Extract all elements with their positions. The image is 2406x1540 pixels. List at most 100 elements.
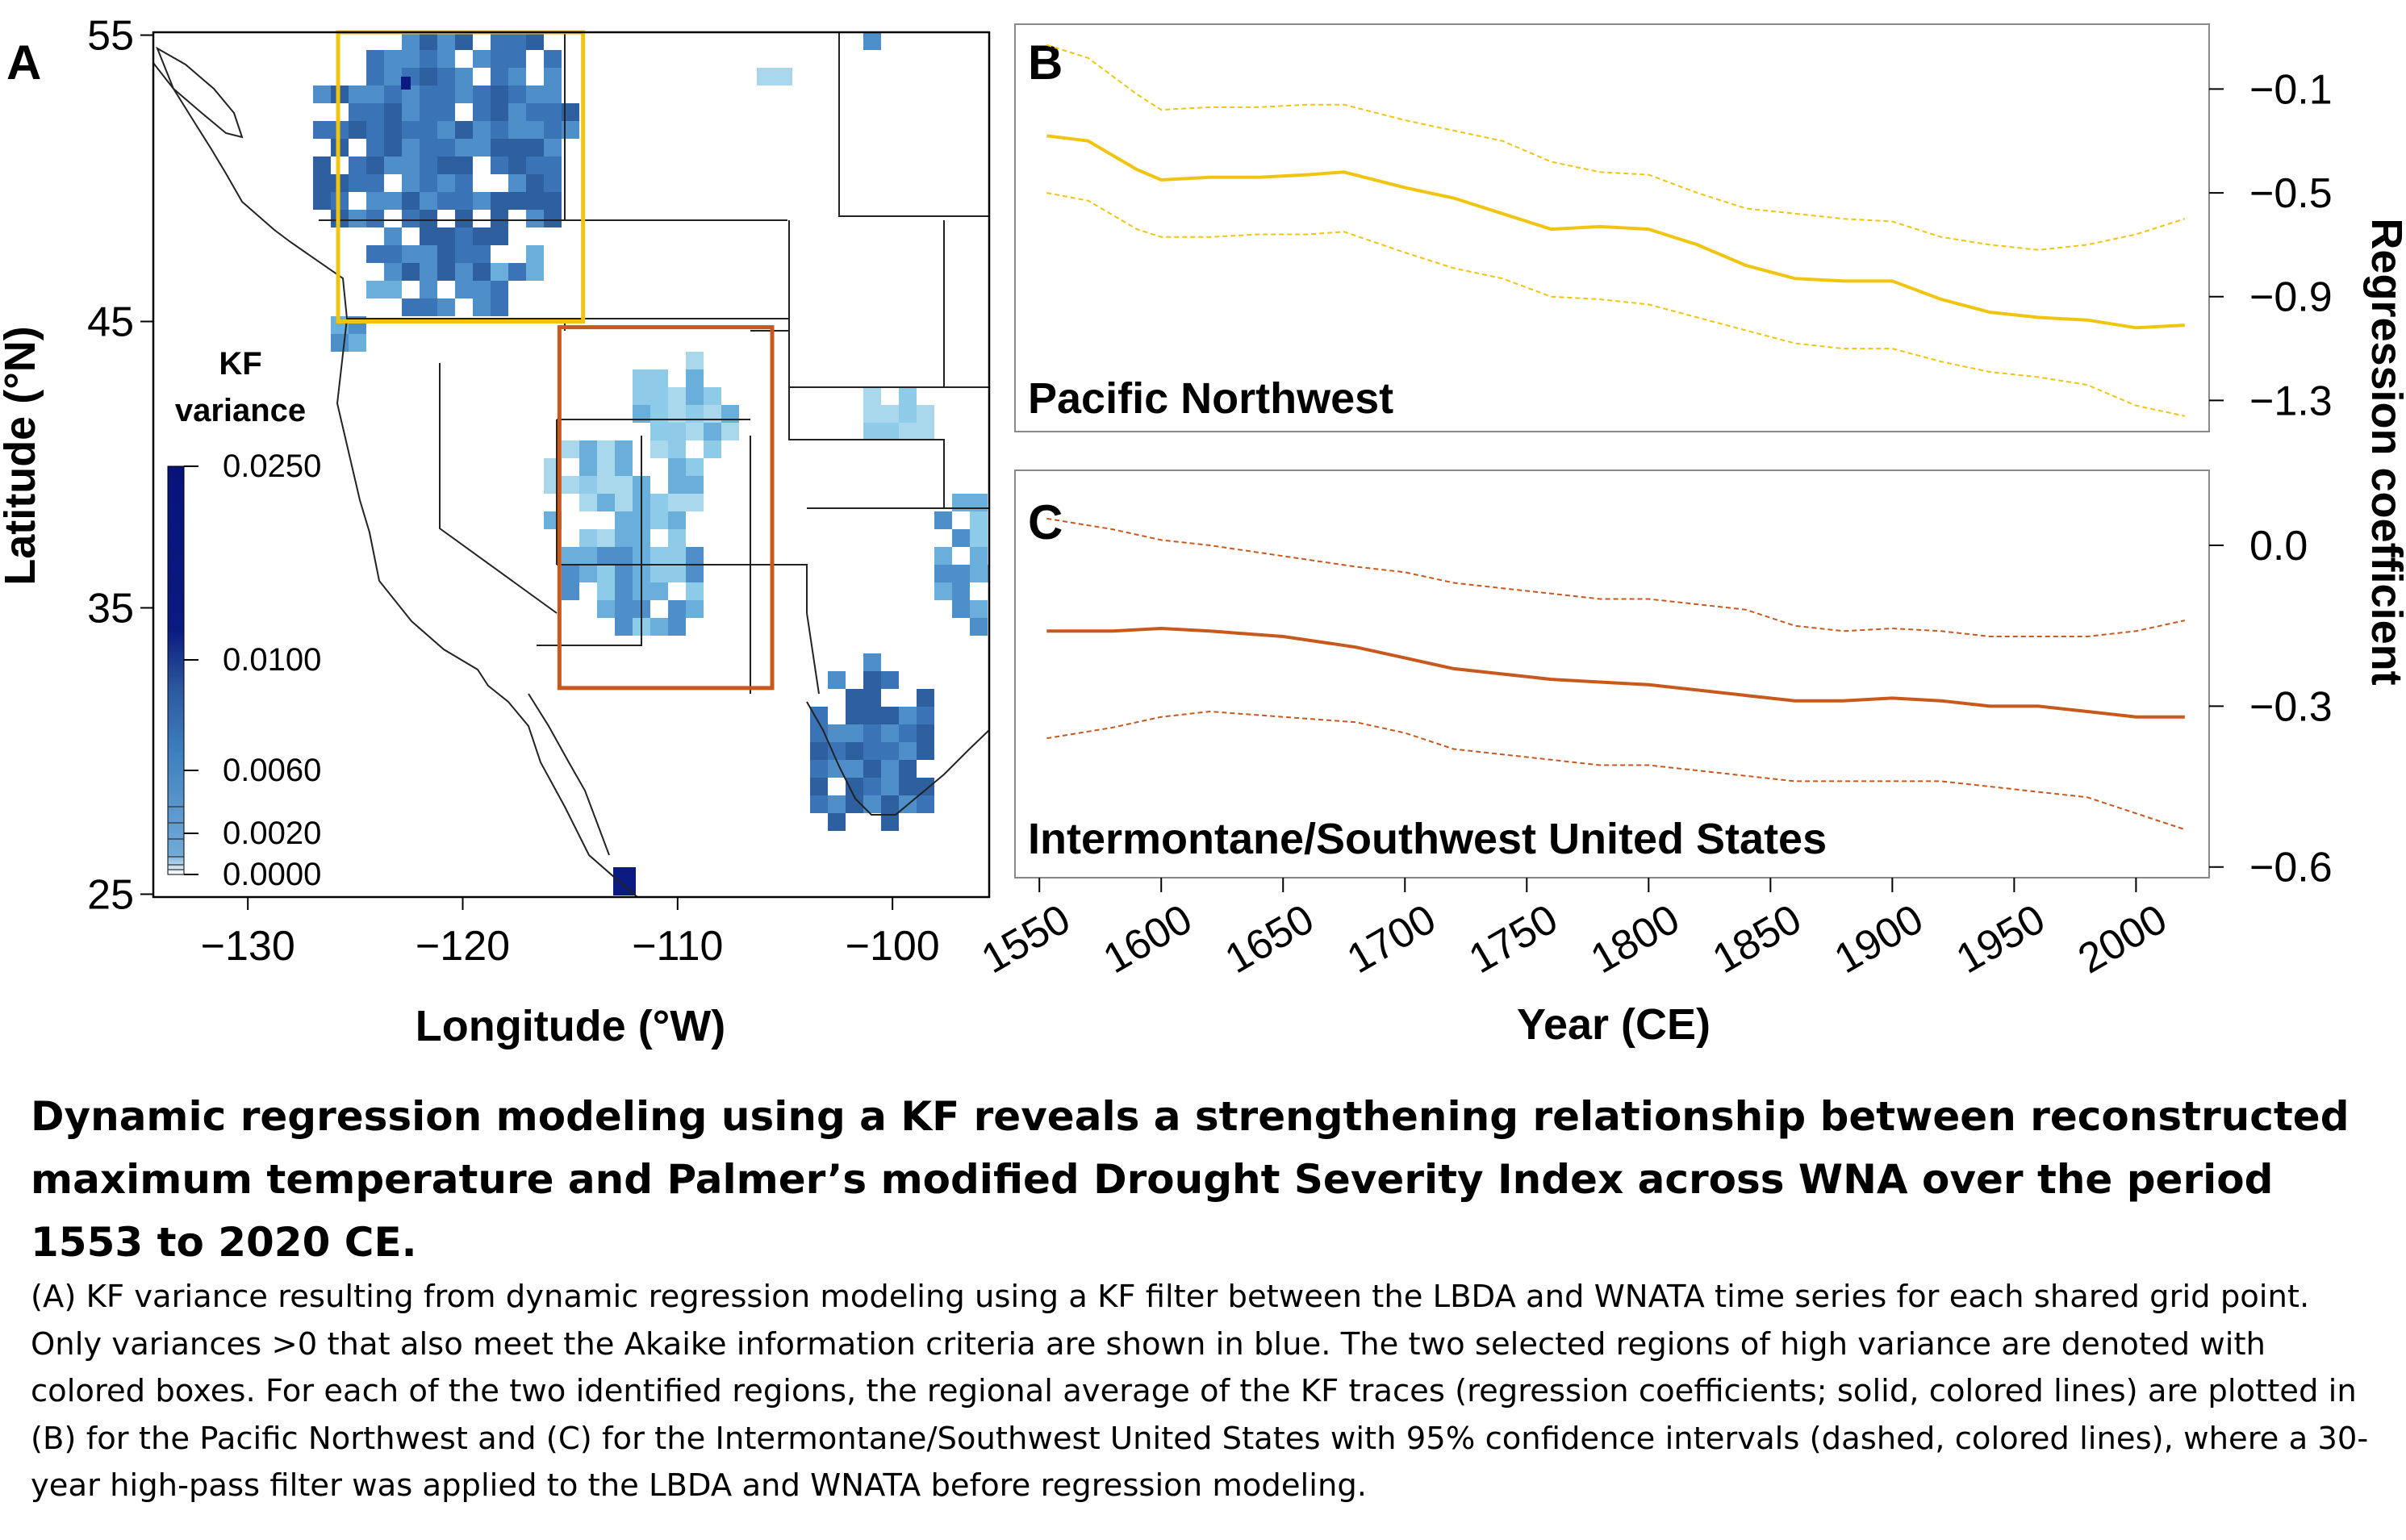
variance-cell bbox=[562, 565, 579, 582]
variance-cell bbox=[668, 458, 686, 476]
year-tick-label: 1550 bbox=[974, 895, 1078, 983]
year-tick-label: 2000 bbox=[2070, 895, 2174, 983]
variance-cell bbox=[402, 50, 420, 68]
variance-cell bbox=[828, 742, 846, 760]
variance-cell bbox=[597, 547, 615, 565]
variance-cell bbox=[650, 440, 668, 458]
variance-cell bbox=[562, 582, 579, 600]
variance-cell bbox=[650, 618, 668, 636]
variance-cell bbox=[544, 139, 562, 157]
variance-cell bbox=[828, 813, 846, 831]
y-tick-label: −0.5 bbox=[2249, 170, 2333, 217]
variance-cell bbox=[366, 281, 384, 298]
variance-cell bbox=[491, 50, 508, 68]
y-tick-label: −0.1 bbox=[2249, 66, 2333, 113]
variance-cell bbox=[473, 86, 491, 103]
confidence-bound-line bbox=[1046, 44, 2186, 251]
variance-cell bbox=[526, 210, 544, 227]
variance-cell bbox=[544, 210, 562, 227]
variance-cell bbox=[420, 298, 437, 316]
variance-cell bbox=[934, 565, 952, 582]
variance-cell bbox=[420, 139, 437, 157]
gulf-coast bbox=[806, 701, 989, 816]
year-tick-label: 1650 bbox=[1218, 895, 1322, 983]
variance-cell bbox=[597, 458, 615, 476]
variance-cell bbox=[491, 263, 508, 281]
variance-cell bbox=[455, 210, 473, 227]
variance-cell bbox=[686, 582, 704, 600]
variance-cell bbox=[455, 227, 473, 245]
variance-cell bbox=[597, 494, 615, 511]
variance-cell bbox=[863, 795, 881, 813]
variance-cell bbox=[846, 689, 863, 707]
variance-cell bbox=[384, 192, 402, 210]
variance-cell bbox=[650, 387, 668, 405]
variance-cell bbox=[526, 121, 544, 139]
variance-cell bbox=[508, 139, 526, 157]
variance-cell bbox=[917, 742, 934, 760]
variance-cell bbox=[704, 423, 721, 440]
variance-cell bbox=[615, 547, 633, 565]
variance-cell bbox=[579, 529, 597, 547]
variance-cell bbox=[650, 511, 668, 529]
variance-cell bbox=[437, 139, 455, 157]
variance-cell bbox=[526, 192, 544, 210]
variance-cell bbox=[579, 494, 597, 511]
variance-cell bbox=[668, 423, 686, 440]
variance-cell bbox=[686, 423, 704, 440]
variance-cell bbox=[437, 103, 455, 121]
variance-cell bbox=[437, 227, 455, 245]
variance-cell bbox=[349, 174, 366, 192]
confidence-bound-line bbox=[1046, 710, 2186, 831]
variance-cell bbox=[402, 103, 420, 121]
map-y-tick-label: 35 bbox=[87, 585, 134, 632]
baja-coast bbox=[528, 693, 610, 856]
variance-cell bbox=[562, 103, 579, 121]
variance-cell bbox=[615, 440, 633, 458]
variance-cell bbox=[455, 263, 473, 281]
variance-cell bbox=[420, 174, 437, 192]
map-y-tick-label: 45 bbox=[87, 299, 134, 346]
variance-cell bbox=[384, 103, 402, 121]
colorbar: KF variance 0.0250 0.0100 0.0060 0.0020 … bbox=[167, 346, 321, 892]
variance-cell bbox=[615, 476, 633, 494]
variance-cell bbox=[650, 582, 668, 600]
variance-cell bbox=[402, 121, 420, 139]
variance-cell bbox=[384, 245, 402, 263]
variance-cell bbox=[473, 298, 491, 316]
variance-cell bbox=[491, 68, 508, 86]
variance-cell bbox=[508, 192, 526, 210]
variance-cell bbox=[437, 68, 455, 86]
variance-cell bbox=[473, 192, 491, 210]
variance-cell bbox=[863, 689, 881, 707]
variance-cell bbox=[917, 707, 934, 724]
variance-cell bbox=[863, 423, 881, 440]
variance-cell bbox=[917, 423, 934, 440]
variance-cell bbox=[686, 369, 704, 387]
variance-cell bbox=[828, 760, 846, 778]
variance-cell bbox=[970, 511, 988, 529]
colorbar-label-0020: 0.0020 bbox=[223, 816, 321, 851]
variance-cell bbox=[668, 600, 686, 618]
variance-cell bbox=[508, 86, 526, 103]
variance-cell bbox=[579, 440, 597, 458]
variance-cell bbox=[863, 671, 881, 689]
variance-cell bbox=[455, 192, 473, 210]
confidence-bound-line bbox=[1046, 517, 2186, 637]
variance-cell bbox=[544, 86, 562, 103]
year-tick-label: 1850 bbox=[1705, 895, 1809, 983]
variance-cell bbox=[491, 298, 508, 316]
variance-cell bbox=[899, 724, 917, 742]
plot-c-yaxis: 0.0 −0.3 −0.6 bbox=[2209, 523, 2333, 891]
variance-cell bbox=[508, 32, 526, 50]
variance-cell bbox=[402, 32, 420, 50]
year-tick-label: 1600 bbox=[1096, 895, 1200, 983]
variance-cell bbox=[437, 32, 455, 50]
state-lines bbox=[347, 220, 989, 695]
variance-cell bbox=[952, 600, 970, 618]
variance-cell bbox=[934, 511, 952, 529]
variance-cell bbox=[863, 707, 881, 724]
variance-cell bbox=[668, 494, 686, 511]
variance-cell bbox=[650, 405, 668, 423]
variance-cell bbox=[508, 50, 526, 68]
